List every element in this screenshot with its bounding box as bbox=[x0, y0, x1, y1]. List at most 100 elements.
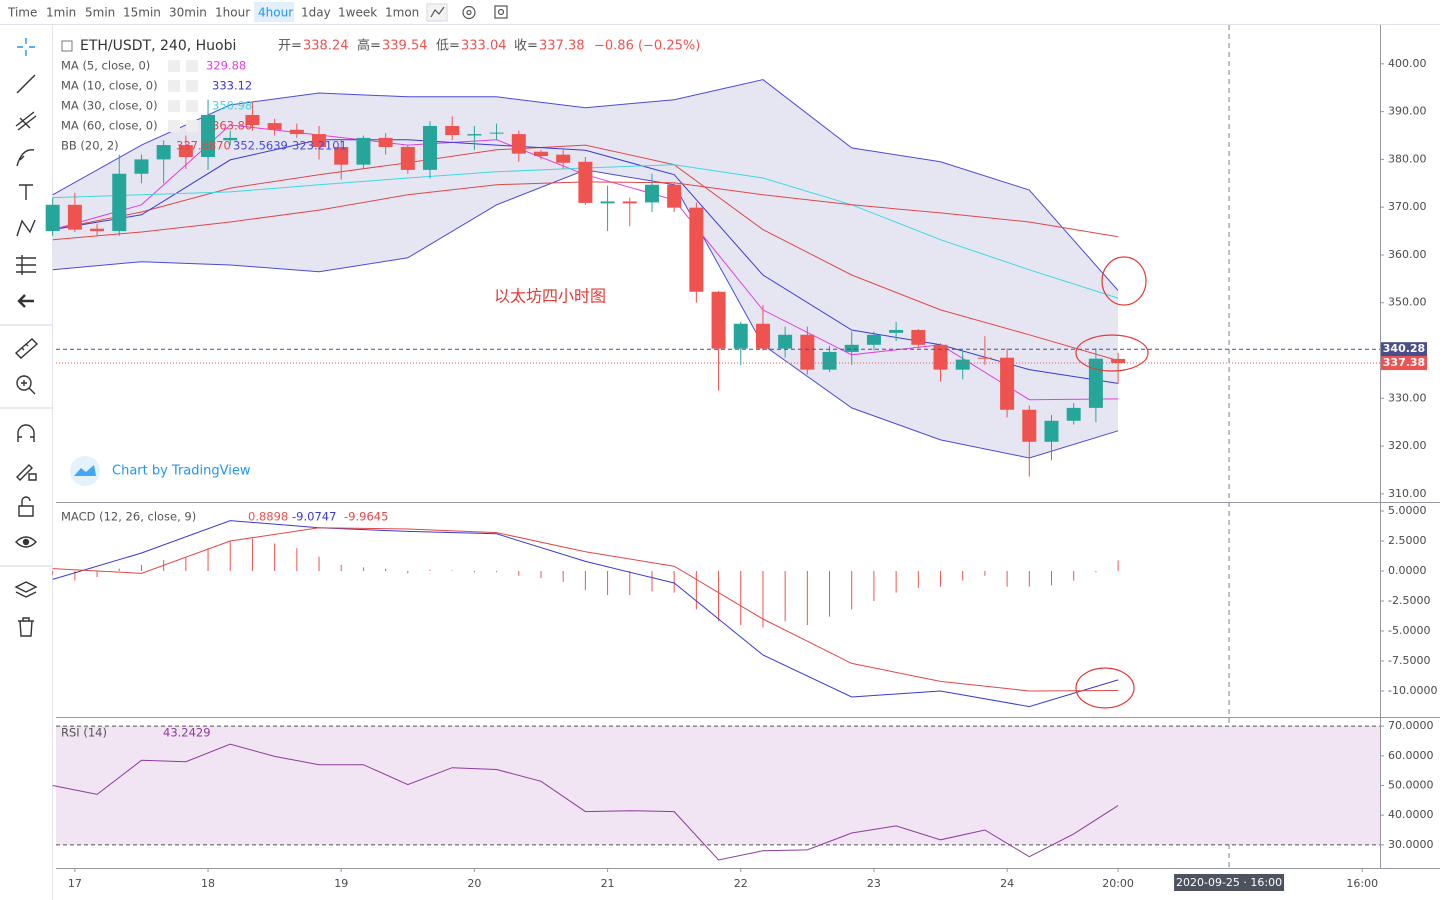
legend-close[interactable] bbox=[186, 60, 198, 72]
y-tick-label: -10.0000 bbox=[1388, 684, 1437, 697]
icon-chart bbox=[430, 6, 445, 18]
y-tick-label: 0.0000 bbox=[1388, 564, 1427, 577]
candle-body bbox=[822, 351, 837, 370]
symbol-title: ETH/USDT, 240, Huobi bbox=[80, 38, 236, 54]
legend-name: MA (30, close, 0) bbox=[61, 99, 158, 113]
candle-body bbox=[334, 146, 349, 165]
interval-button[interactable]: 1day bbox=[301, 6, 331, 20]
y-tick-label: 310.00 bbox=[1388, 487, 1427, 500]
candle-body bbox=[955, 359, 970, 370]
ohlc-label: 低= bbox=[436, 39, 460, 54]
candle-body bbox=[201, 114, 216, 158]
tool-lock[interactable] bbox=[18, 496, 34, 517]
interval-button[interactable]: 1hour bbox=[215, 6, 250, 20]
tool-zoom[interactable] bbox=[16, 375, 32, 391]
candle-body bbox=[689, 207, 704, 292]
candle-body bbox=[400, 146, 415, 170]
tool-ruler[interactable] bbox=[14, 338, 39, 359]
icon-screenshot[interactable] bbox=[494, 5, 508, 19]
candle-body bbox=[1044, 420, 1059, 442]
candle-body bbox=[356, 137, 371, 165]
price-change: −0.86 (−0.25%) bbox=[594, 39, 700, 54]
legend-close[interactable] bbox=[186, 80, 198, 92]
candle-body bbox=[600, 201, 615, 204]
legend-value: 363.80 bbox=[212, 119, 252, 133]
tool-fib[interactable] bbox=[15, 111, 37, 131]
y-tick-label: 40.0000 bbox=[1388, 808, 1434, 821]
y-tick-label: 330.00 bbox=[1388, 391, 1427, 404]
legend-name: MA (60, close, 0) bbox=[61, 119, 158, 133]
tool-prediction[interactable] bbox=[16, 255, 36, 275]
candle-body bbox=[977, 357, 992, 359]
candle-body bbox=[711, 291, 726, 349]
y-tick-label: 70.0000 bbox=[1388, 719, 1434, 732]
ohlc-value: 339.54 bbox=[382, 39, 428, 54]
interval-button[interactable]: 1mon bbox=[385, 6, 419, 20]
legend-settings[interactable] bbox=[168, 100, 180, 112]
plot-area: 400.00 390.00 380.00 370.00 360.00 350.00 340.… bbox=[45, 25, 1440, 891]
watermark[interactable]: Chart by TradingView bbox=[70, 456, 251, 486]
tool-eye[interactable] bbox=[15, 536, 37, 548]
tool-text[interactable] bbox=[19, 184, 33, 200]
candle-body bbox=[156, 145, 171, 160]
interval-button[interactable]: 30min bbox=[169, 6, 207, 20]
legend-name: MA (10, close, 0) bbox=[61, 79, 158, 93]
y-tick-label: 30.0000 bbox=[1388, 838, 1434, 851]
y-tick-label: 50.0000 bbox=[1388, 778, 1434, 791]
ohlc-label: 开= bbox=[278, 39, 302, 54]
tool-brush[interactable] bbox=[16, 149, 35, 167]
bb-upper bbox=[52, 79, 1119, 291]
ohlc-label: 收= bbox=[514, 39, 538, 54]
candle-body bbox=[622, 201, 637, 204]
legend-close[interactable] bbox=[186, 120, 198, 132]
candle-body bbox=[778, 334, 793, 349]
x-tick-label: 21 bbox=[601, 877, 615, 890]
legend-settings[interactable] bbox=[168, 120, 180, 132]
legend-value: 0.8898 bbox=[248, 510, 288, 524]
icon-settings[interactable] bbox=[462, 5, 476, 20]
tool-lock-draw[interactable] bbox=[16, 464, 37, 481]
annotation-circle bbox=[1101, 256, 1147, 306]
candle-body bbox=[755, 323, 770, 349]
interval-button[interactable]: 5min bbox=[85, 6, 115, 20]
candle-body bbox=[1066, 407, 1081, 421]
tool-layers[interactable] bbox=[14, 581, 38, 598]
interval-button[interactable]: 15min bbox=[123, 6, 161, 20]
annotation-circle bbox=[1075, 334, 1149, 372]
legend-name: MA (5, close, 0) bbox=[61, 59, 150, 73]
rsi-line bbox=[52, 743, 1119, 861]
bb-basis bbox=[52, 144, 1119, 362]
toolbar-icons bbox=[426, 3, 508, 22]
y-tick-label: 350.00 bbox=[1388, 296, 1427, 309]
tool-eye-pupil bbox=[22, 538, 30, 546]
legend-name: RSI (14) bbox=[61, 726, 107, 740]
legend-settings[interactable] bbox=[168, 60, 180, 72]
legend-close[interactable] bbox=[186, 100, 198, 112]
y-tick-label: 360.00 bbox=[1388, 248, 1427, 261]
candle-body bbox=[67, 204, 82, 230]
candle-body bbox=[644, 184, 659, 203]
tool-magnet[interactable] bbox=[17, 424, 35, 442]
tool-pattern[interactable] bbox=[16, 219, 36, 237]
interval-button[interactable]: 1min bbox=[46, 6, 76, 20]
interval-button[interactable]: 1week bbox=[338, 6, 377, 20]
tool-crosshair[interactable] bbox=[17, 38, 35, 56]
tool-trash[interactable] bbox=[18, 617, 34, 637]
legend-name: MACD (12, 26, close, 9) bbox=[61, 510, 196, 524]
candle-body bbox=[267, 123, 282, 130]
tool-line[interactable] bbox=[16, 74, 36, 94]
legend-settings[interactable] bbox=[168, 80, 180, 92]
collapse-button[interactable] bbox=[61, 40, 73, 52]
candle-body bbox=[134, 159, 149, 174]
candle-body bbox=[1088, 358, 1103, 408]
candle-body bbox=[1022, 409, 1037, 442]
macd-line bbox=[52, 520, 1119, 708]
tool-back[interactable] bbox=[17, 294, 34, 308]
interval-button[interactable]: 4hour bbox=[258, 6, 293, 20]
candle-body bbox=[178, 145, 193, 158]
y-tick-label: 380.00 bbox=[1388, 152, 1427, 165]
y-tick-label: -2.5000 bbox=[1388, 594, 1430, 607]
interval-button[interactable]: Time bbox=[7, 6, 37, 20]
price-tag bbox=[1381, 356, 1427, 371]
